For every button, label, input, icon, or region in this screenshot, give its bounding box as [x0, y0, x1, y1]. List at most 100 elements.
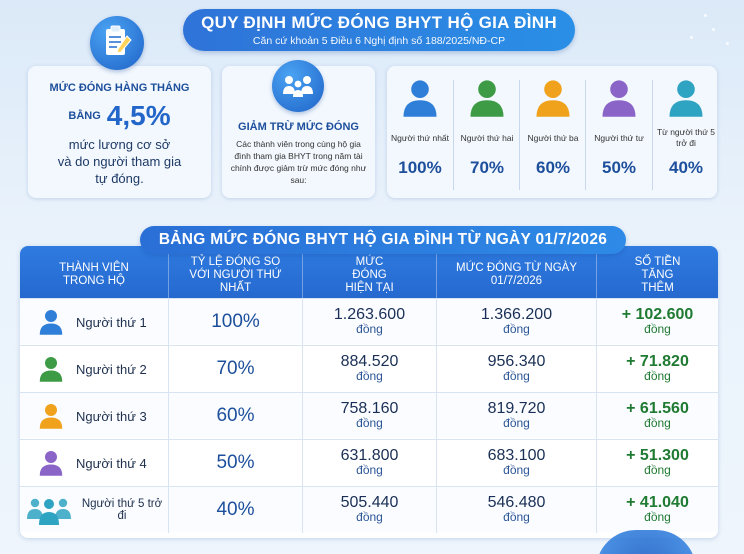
page-header: QUY ĐỊNH MỨC ĐÓNG BHYT HỘ GIA ĐÌNH Căn c…	[183, 9, 575, 51]
currency-unit: đồng	[503, 369, 530, 383]
monthly-line: tự đóng.	[95, 171, 144, 186]
ratio-value: 60%	[216, 405, 255, 426]
monthly-line: mức lương cơ sở	[68, 137, 171, 152]
current-amount: 505.440	[340, 494, 399, 511]
currency-unit: đồng	[503, 416, 530, 430]
person-icon	[36, 448, 66, 478]
currency-unit: đồng	[644, 369, 671, 383]
member-percent: 70%	[469, 158, 505, 177]
person-icon	[589, 76, 649, 120]
member-label: Người thứ ba	[527, 132, 579, 143]
currency-unit: đồng	[644, 416, 671, 430]
member-percent: 50%	[601, 158, 637, 177]
member-rates-card: Người thứ nhất 100% Người thứ hai 70% Ng…	[387, 66, 717, 198]
person-icon	[36, 354, 66, 384]
document-pen-icon	[90, 16, 144, 70]
currency-unit: đồng	[356, 510, 383, 524]
ratio-value: 40%	[216, 499, 255, 520]
sparkle-decoration	[726, 42, 729, 45]
monthly-rate-card: MỨC ĐÓNG HÀNG THÁNG BẰNG 4,5% mức lương …	[28, 66, 211, 198]
new-amount: 683.100	[487, 447, 546, 464]
currency-unit: đồng	[356, 416, 383, 430]
currency-unit: đồng	[644, 463, 671, 477]
person-icon	[36, 401, 66, 431]
member-label: Người thứ nhất	[390, 132, 450, 143]
new-amount: 956.340	[487, 353, 546, 370]
currency-unit: đồng	[356, 322, 383, 336]
table-row: Người thứ 3 60% 758.160 đồng 819.720 đồn…	[20, 392, 718, 439]
currency-unit: đồng	[356, 369, 383, 383]
monthly-heading: MỨC ĐÓNG HÀNG THÁNG	[49, 82, 190, 94]
person-icon	[36, 307, 66, 337]
col-header-member: THÀNH VIÊN TRONG HỘ	[59, 262, 129, 287]
table-header: THÀNH VIÊN TRONG HỘ TỶ LỆ ĐÓNG SO VỚI NG…	[20, 246, 718, 298]
sparkle-decoration	[704, 14, 707, 17]
person-icon	[523, 76, 583, 120]
sparkle-decoration	[690, 36, 693, 39]
monthly-prefix: BẰNG	[68, 110, 101, 122]
member-percent: 60%	[535, 158, 571, 177]
member-percent: 100%	[398, 158, 442, 177]
sparkle-decoration	[712, 28, 715, 31]
increase-amount: + 61.560	[626, 400, 689, 417]
table-row: Người thứ 4 50% 631.800 đồng 683.100 đồn…	[20, 439, 718, 486]
person-icon	[390, 76, 450, 120]
table-title: BẢNG MỨC ĐÓNG BHYT HỘ GIA ĐÌNH TỪ NGÀY 0…	[140, 226, 626, 254]
ratio-value: 100%	[211, 311, 260, 332]
current-amount: 631.800	[340, 447, 399, 464]
ratio-value: 50%	[216, 452, 255, 473]
member-label: Người thứ hai	[460, 132, 514, 143]
col-header-current: MỨC ĐÓNG HIỆN TẠI	[302, 246, 436, 298]
page-title: QUY ĐỊNH MỨC ĐÓNG BHYT HỘ GIA ĐÌNH	[201, 13, 557, 32]
member-rate-item: Người thứ hai 70%	[457, 76, 517, 178]
currency-unit: đồng	[644, 322, 671, 336]
member-rate-item: Người thứ tư 50%	[589, 76, 649, 178]
column-divider	[453, 80, 454, 190]
member-rate-item: Người thứ ba 60%	[523, 76, 583, 178]
col-header-ratio: TỶ LỆ ĐÓNG SO VỚI NGƯỜI THỨ NHẤT	[168, 246, 302, 298]
member-label: Người thứ tư	[594, 132, 644, 143]
new-amount: 1.366.200	[480, 306, 553, 323]
col-header-increase: SỐ TIỀN TĂNG THÊM	[596, 246, 718, 298]
member-label: Từ người thứ 5 trở đi	[656, 127, 716, 148]
table-row: Người thứ 5 trở đi 40% 505.440 đồng 546.…	[20, 486, 718, 533]
new-amount: 819.720	[487, 400, 546, 417]
table-row: Người thứ 1 100% 1.263.600 đồng 1.366.20…	[20, 298, 718, 345]
increase-amount: + 102.600	[621, 306, 694, 323]
member-name: Người thứ 1	[76, 314, 147, 330]
current-amount: 884.520	[340, 353, 399, 370]
reduction-heading: GIẢM TRỪ MỨC ĐÓNG	[238, 121, 359, 133]
person-icon	[656, 76, 716, 120]
reduction-card: GIẢM TRỪ MỨC ĐÓNG Các thành viên trong c…	[222, 60, 375, 198]
group-icon	[26, 495, 72, 525]
column-divider	[585, 80, 586, 190]
member-rate-item: Từ người thứ 5 trở đi 40%	[656, 76, 716, 178]
member-rate-item: Người thứ nhất 100%	[390, 76, 450, 178]
member-name: Người thứ 3	[76, 408, 147, 424]
person-icon	[457, 76, 517, 120]
member-name: Người thứ 4	[76, 455, 147, 471]
member-name: Người thứ 5 trở đi	[81, 498, 163, 522]
column-divider	[519, 80, 520, 190]
increase-amount: + 71.820	[626, 353, 689, 370]
monthly-rate: 4,5%	[106, 100, 171, 131]
currency-unit: đồng	[644, 510, 671, 524]
currency-unit: đồng	[503, 322, 530, 336]
page-subtitle: Căn cứ khoản 5 Điều 6 Nghị định số 188/2…	[252, 35, 506, 47]
contribution-table: THÀNH VIÊN TRONG HỘ TỶ LỆ ĐÓNG SO VỚI NG…	[20, 246, 718, 538]
currency-unit: đồng	[503, 463, 530, 477]
increase-amount: + 51.300	[626, 447, 689, 464]
col-header-new: MỨC ĐÓNG TỪ NGÀY 01/7/2026	[436, 246, 596, 298]
ratio-value: 70%	[216, 358, 255, 379]
current-amount: 758.160	[340, 400, 399, 417]
member-name: Người thứ 2	[76, 361, 147, 377]
family-icon	[272, 60, 324, 112]
current-amount: 1.263.600	[333, 306, 406, 323]
monthly-line: và do người tham gia	[57, 154, 182, 169]
increase-amount: + 41.040	[626, 494, 689, 511]
column-divider	[652, 80, 653, 190]
member-percent: 40%	[668, 158, 704, 177]
new-amount: 546.480	[487, 494, 546, 511]
reduction-text: Các thành viên trong cùng hộ gia đình th…	[230, 139, 367, 185]
currency-unit: đồng	[356, 463, 383, 477]
